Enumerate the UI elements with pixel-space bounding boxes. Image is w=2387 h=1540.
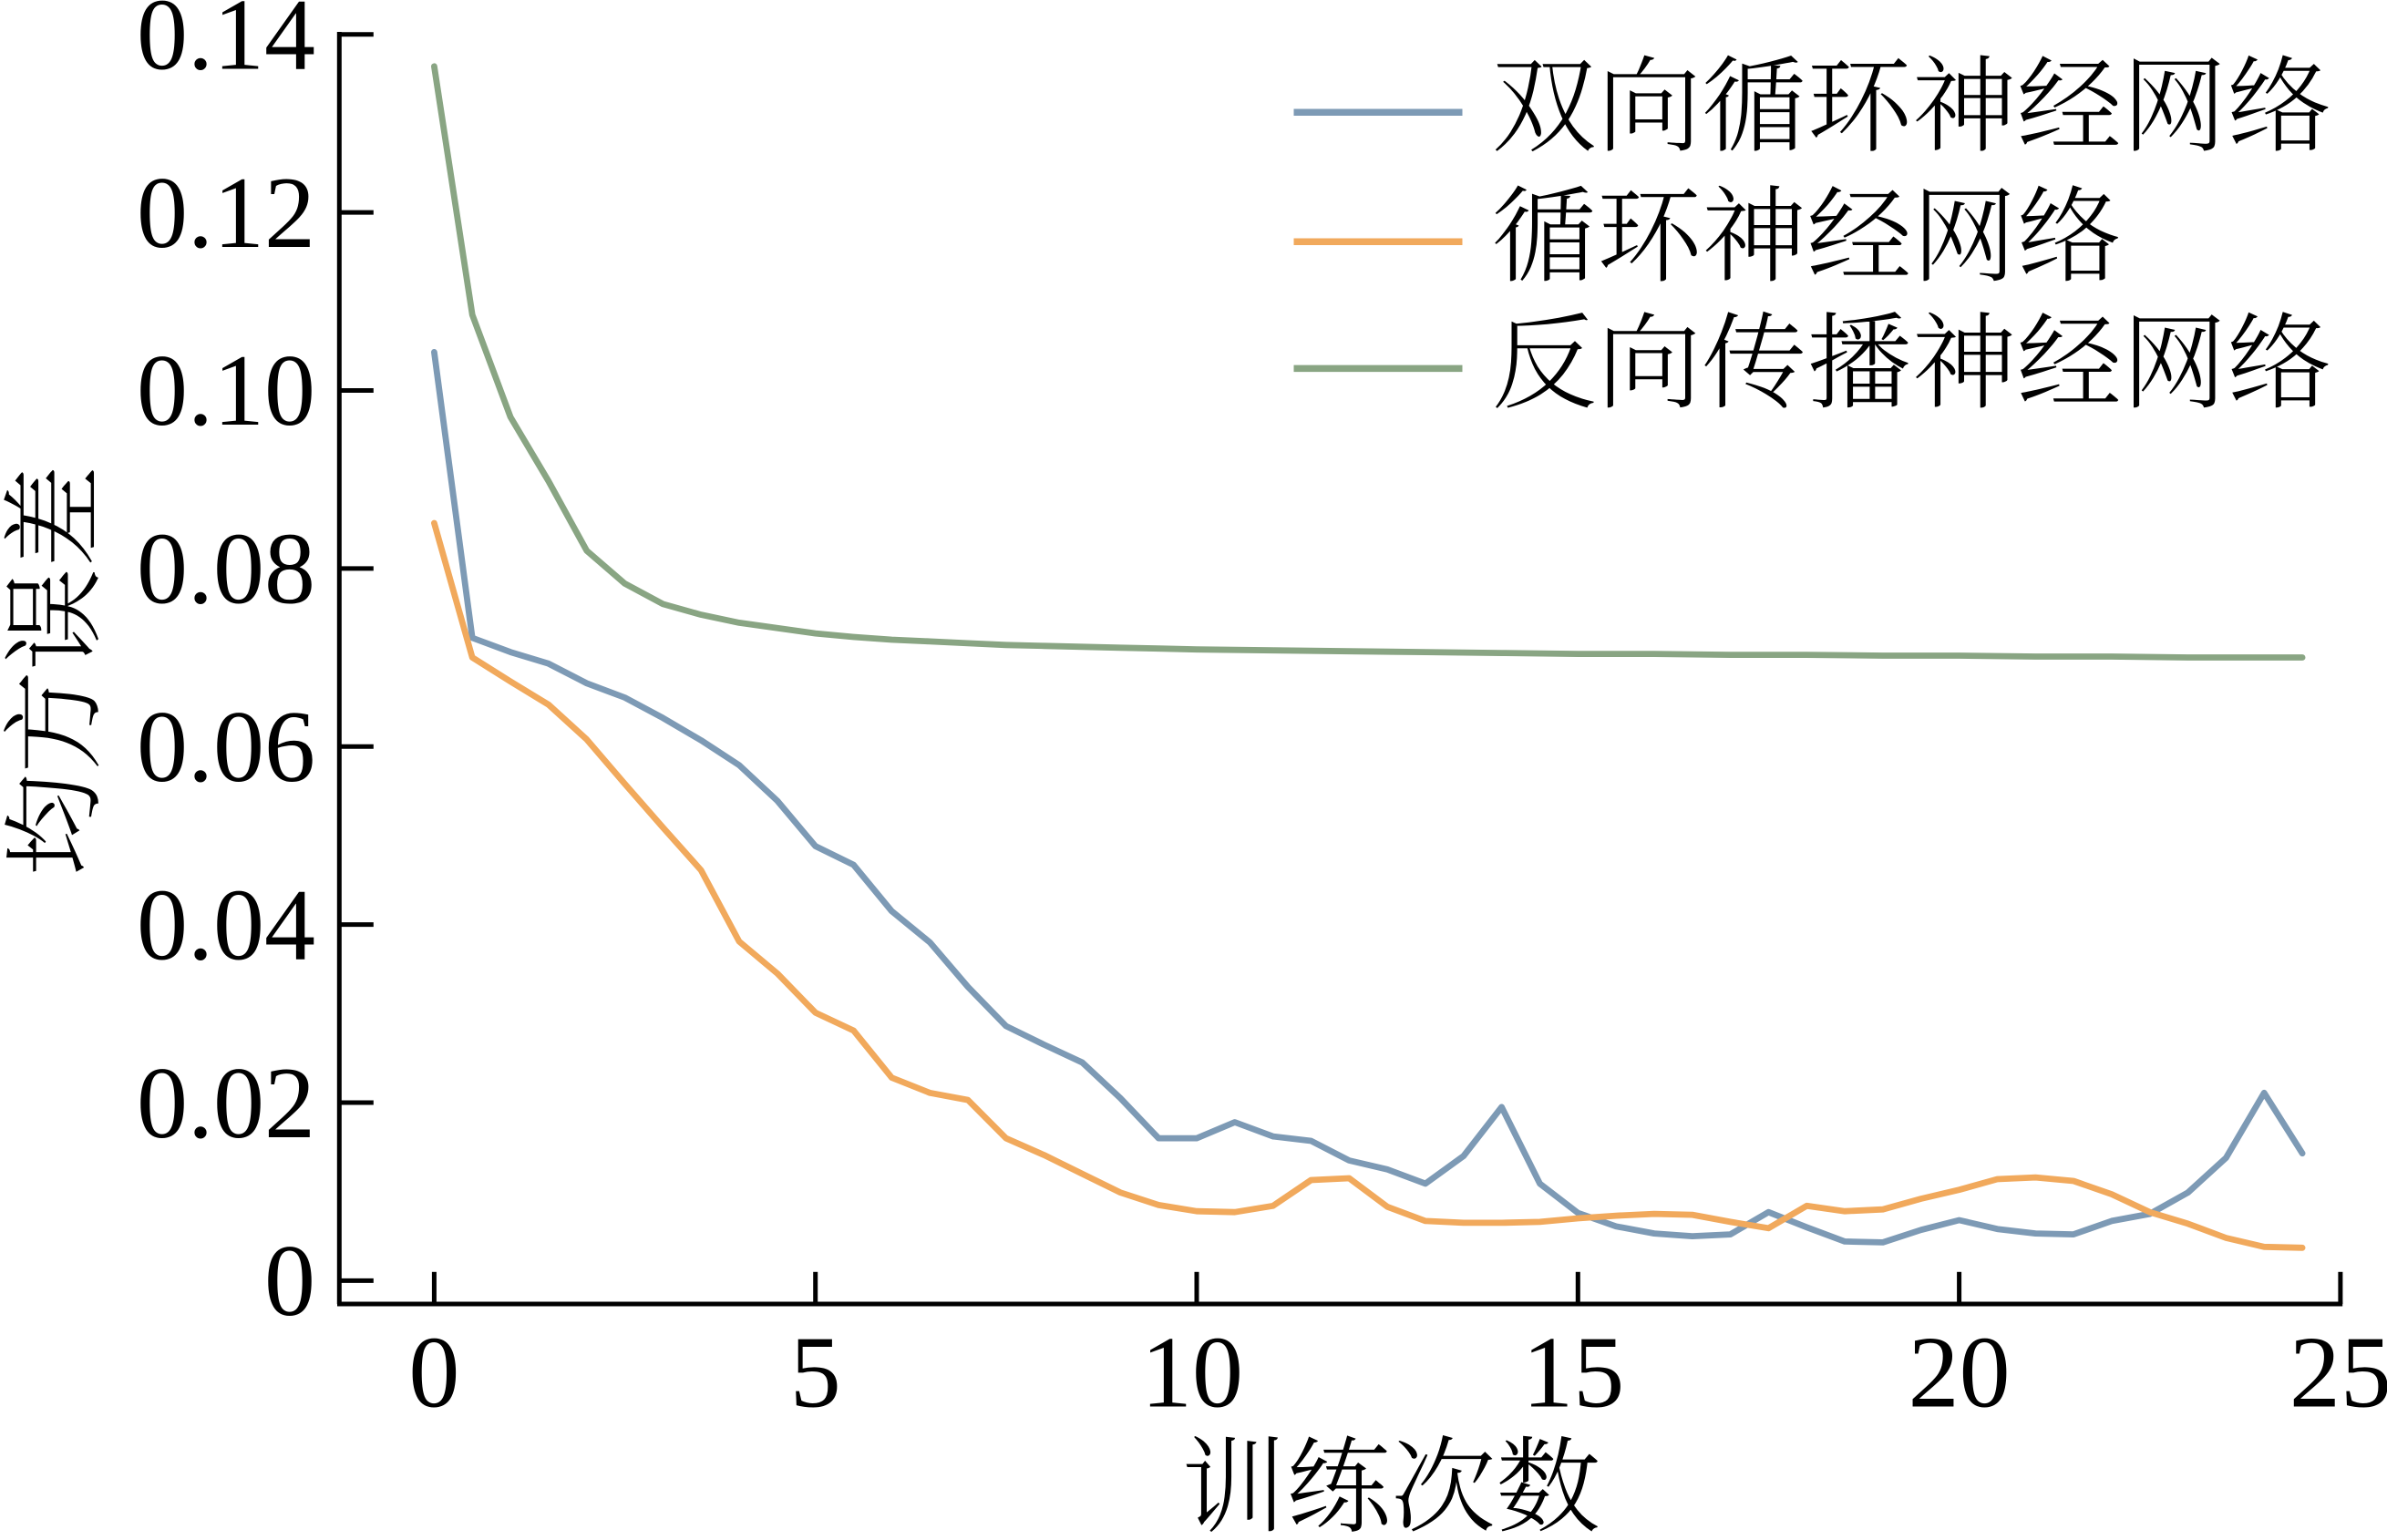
- svg-text:0.02: 0.02: [137, 1047, 315, 1160]
- svg-text:15: 15: [1522, 1317, 1624, 1430]
- svg-text:0: 0: [264, 1225, 315, 1338]
- svg-text:0.06: 0.06: [137, 691, 315, 804]
- svg-text:0.04: 0.04: [137, 868, 315, 981]
- svg-text:0.14: 0.14: [137, 0, 315, 91]
- svg-text:20: 20: [1909, 1317, 2011, 1430]
- svg-text:0.12: 0.12: [137, 157, 315, 270]
- svg-text:0.10: 0.10: [137, 334, 315, 447]
- svg-text:25: 25: [2289, 1317, 2387, 1430]
- svg-text:0: 0: [408, 1317, 459, 1430]
- svg-text:0.08: 0.08: [137, 513, 315, 626]
- svg-text:10: 10: [1141, 1317, 1243, 1430]
- svg-text:5: 5: [790, 1317, 841, 1430]
